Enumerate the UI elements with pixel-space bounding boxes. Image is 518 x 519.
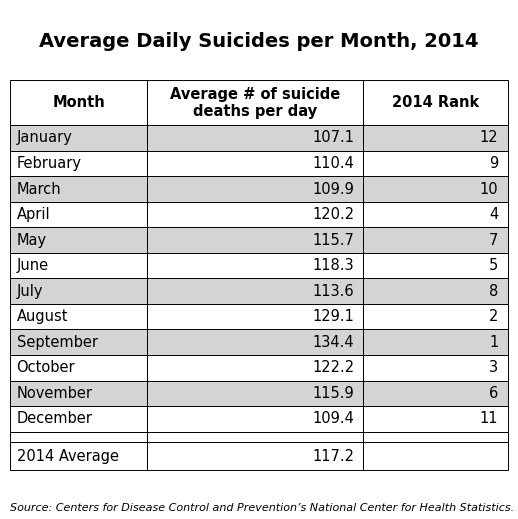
Text: 1: 1 [489,335,498,350]
Bar [364,406,508,432]
Text: 118.3: 118.3 [312,258,354,273]
Text: 4: 4 [489,207,498,222]
Bar [10,151,147,176]
Bar [10,253,147,278]
Bar [10,406,147,432]
Bar [147,432,364,443]
Text: 110.4: 110.4 [312,156,354,171]
Bar [147,253,364,278]
Text: 5: 5 [489,258,498,273]
Text: February: February [17,156,81,171]
Text: 120.2: 120.2 [312,207,354,222]
Bar [147,330,364,355]
Text: Month: Month [52,95,105,111]
Text: 122.2: 122.2 [312,360,354,375]
Bar [364,253,508,278]
Bar [364,432,508,443]
Text: 2014 Average: 2014 Average [17,448,119,463]
Text: 3: 3 [489,360,498,375]
Bar [147,380,364,406]
Text: 129.1: 129.1 [312,309,354,324]
Text: 134.4: 134.4 [312,335,354,350]
Bar [10,278,147,304]
Bar [364,304,508,330]
Text: 6: 6 [489,386,498,401]
Text: 115.7: 115.7 [312,233,354,248]
Bar [147,151,364,176]
Text: 8: 8 [489,284,498,298]
Bar [147,304,364,330]
Text: 109.4: 109.4 [312,412,354,426]
Text: 113.6: 113.6 [312,284,354,298]
Bar [364,151,508,176]
Bar [10,304,147,330]
Bar [10,202,147,227]
Bar [147,443,364,470]
Text: 9: 9 [489,156,498,171]
Text: October: October [17,360,75,375]
Text: 109.9: 109.9 [312,182,354,197]
Bar [364,278,508,304]
Text: July: July [17,284,43,298]
Bar [10,125,147,151]
Text: 107.1: 107.1 [312,130,354,145]
Text: 7: 7 [489,233,498,248]
Bar [10,176,147,202]
Bar [147,80,364,125]
Bar [10,443,147,470]
Text: 2: 2 [489,309,498,324]
Bar [10,355,147,380]
Bar [147,125,364,151]
Text: 2014 Rank: 2014 Rank [392,95,479,111]
Text: September: September [17,335,97,350]
Bar [10,330,147,355]
Bar [364,202,508,227]
Bar [10,80,147,125]
Bar [364,227,508,253]
Text: August: August [17,309,68,324]
Text: June: June [17,258,49,273]
Text: 10: 10 [480,182,498,197]
Bar [364,443,508,470]
Bar [10,227,147,253]
Text: 117.2: 117.2 [312,448,354,463]
Text: March: March [17,182,61,197]
Text: Source: Centers for Disease Control and Prevention’s National Center for Health : Source: Centers for Disease Control and … [10,503,514,513]
Bar [147,202,364,227]
Text: 12: 12 [480,130,498,145]
Text: November: November [17,386,93,401]
Bar [10,380,147,406]
Text: 11: 11 [480,412,498,426]
Text: April: April [17,207,50,222]
Text: May: May [17,233,47,248]
Bar [147,227,364,253]
Bar [147,176,364,202]
Bar [147,406,364,432]
Bar [364,330,508,355]
Text: 115.9: 115.9 [312,386,354,401]
Bar [364,125,508,151]
Bar [364,355,508,380]
Bar [147,278,364,304]
Bar [10,432,147,443]
Text: December: December [17,412,92,426]
Text: January: January [17,130,73,145]
Text: Average # of suicide
deaths per day: Average # of suicide deaths per day [170,87,340,119]
Bar [364,80,508,125]
Bar [147,355,364,380]
Text: Average Daily Suicides per Month, 2014: Average Daily Suicides per Month, 2014 [39,32,479,51]
Bar [364,176,508,202]
Bar [364,380,508,406]
